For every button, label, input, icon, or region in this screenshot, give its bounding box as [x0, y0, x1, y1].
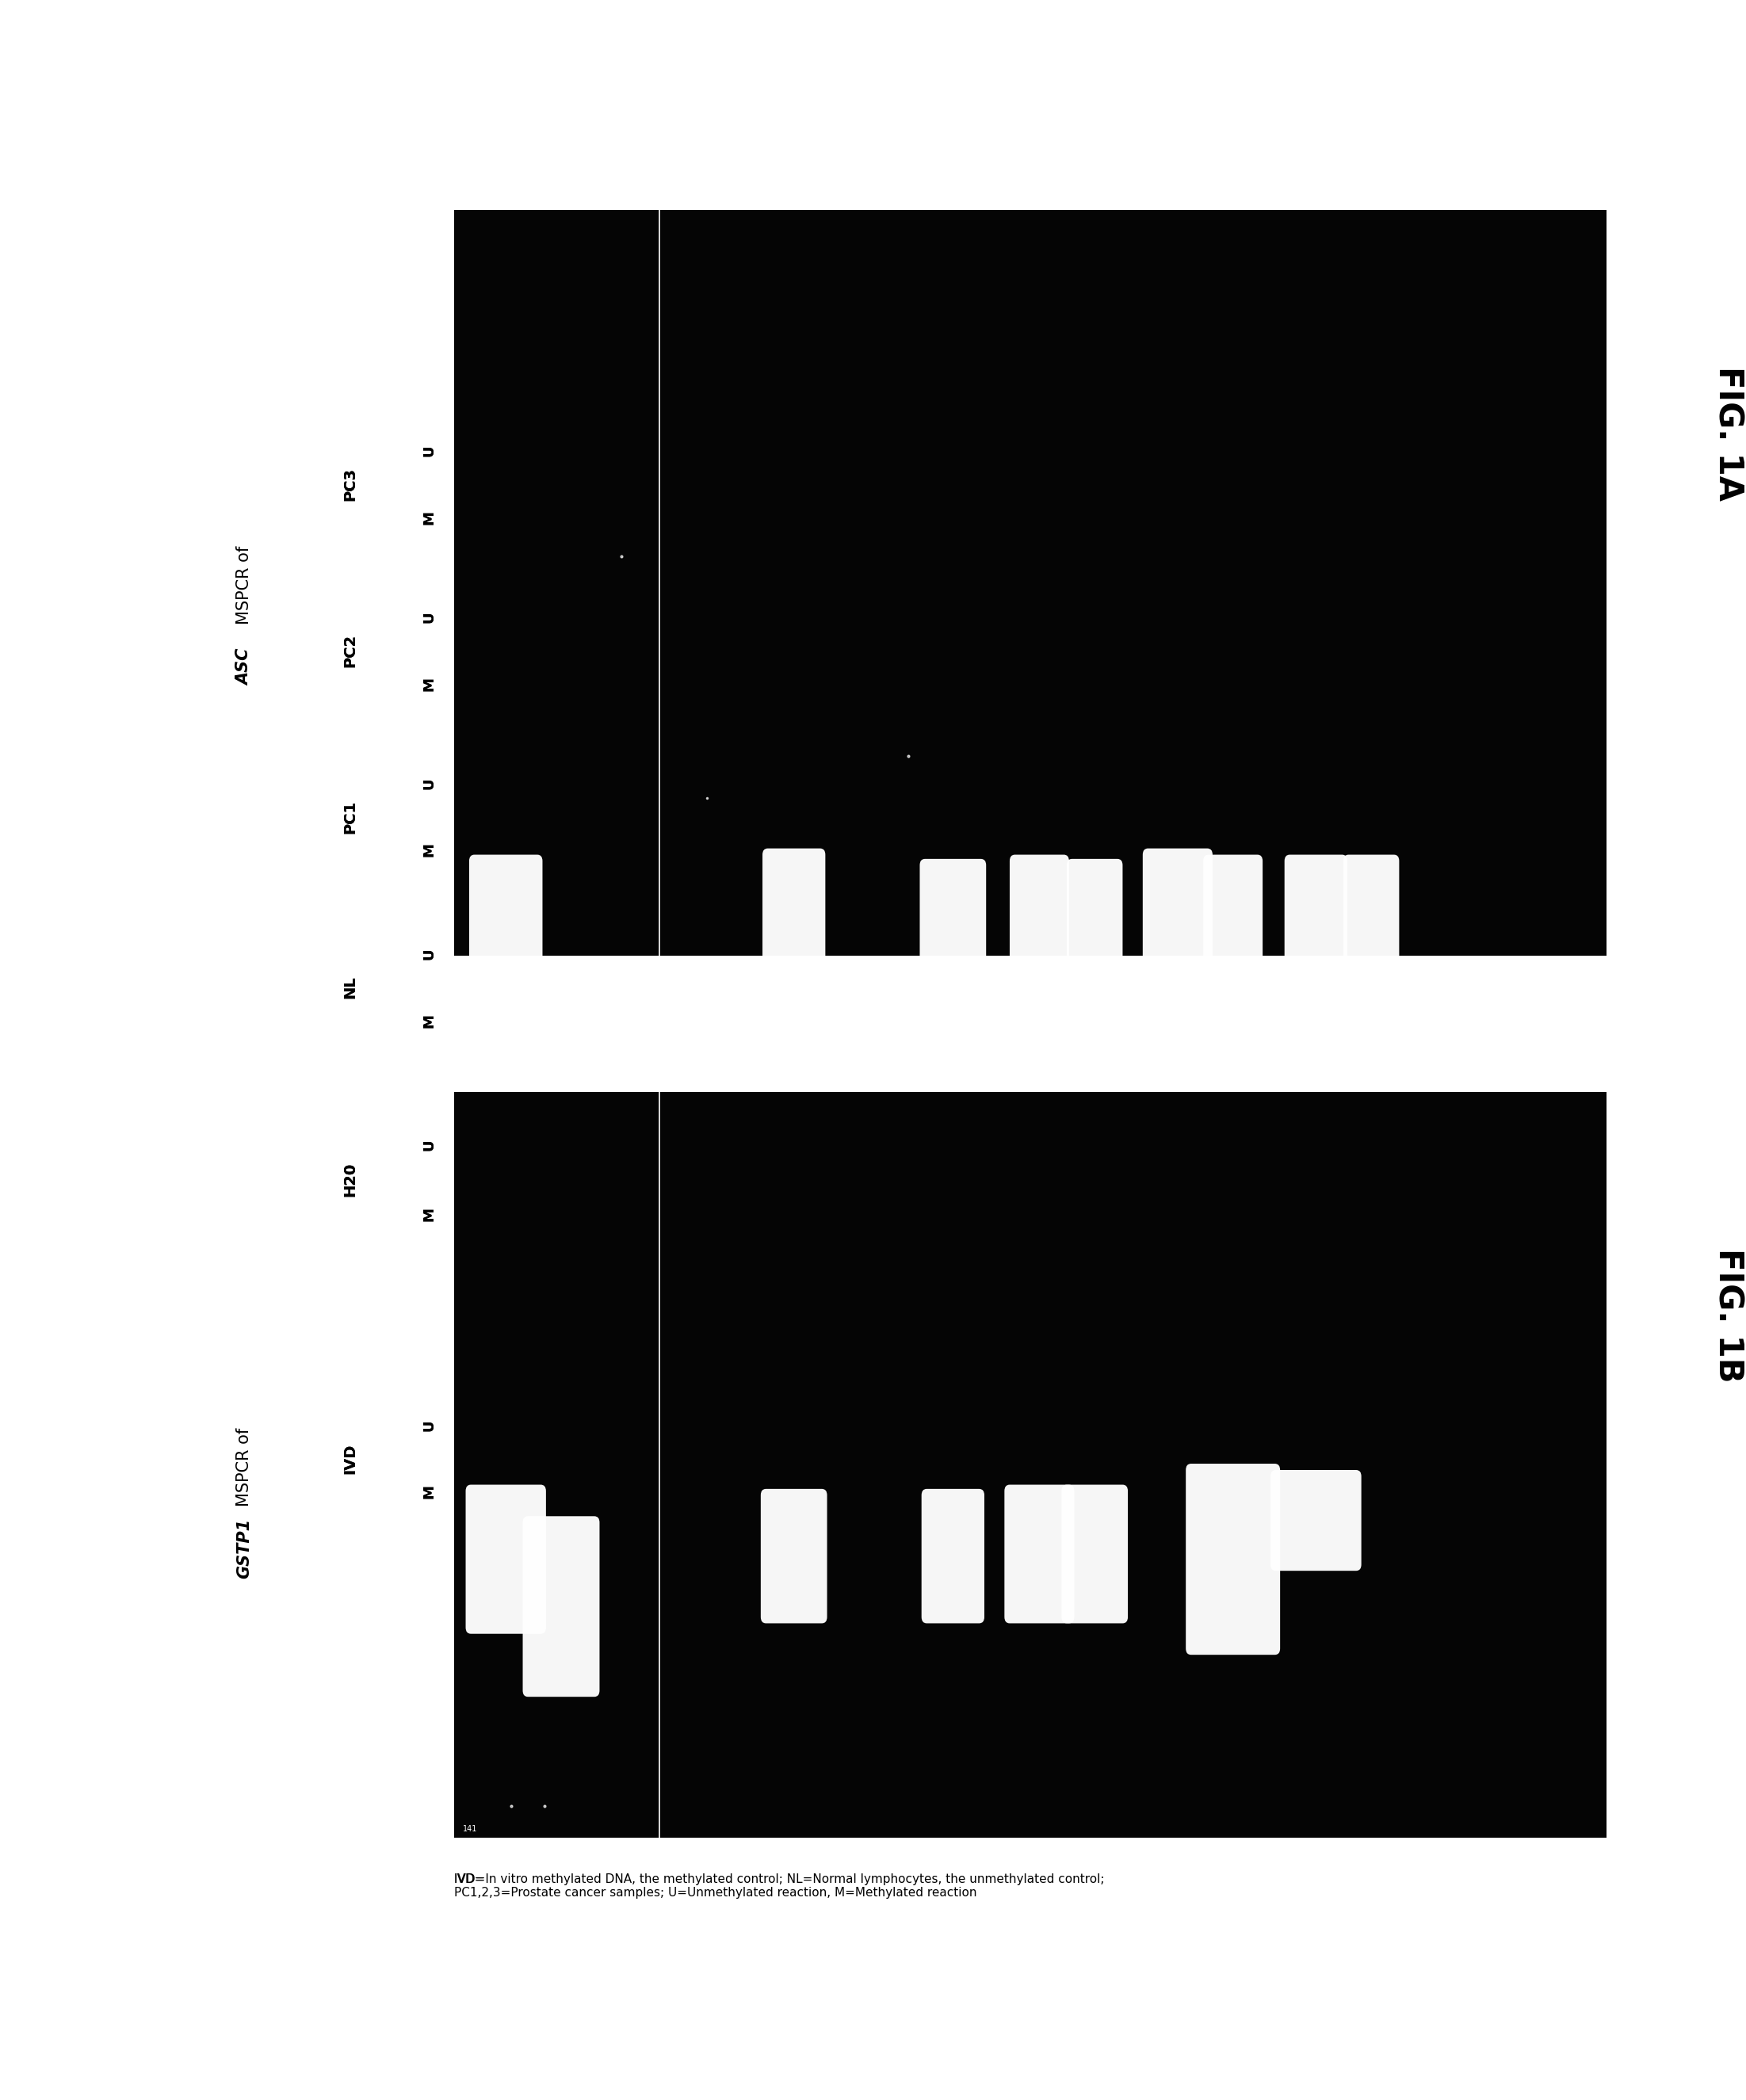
Text: U: U [423, 1420, 436, 1430]
Text: M: M [423, 1208, 436, 1222]
Text: PC3: PC3 [342, 468, 358, 500]
FancyBboxPatch shape [1203, 855, 1262, 983]
FancyBboxPatch shape [522, 1516, 599, 1697]
Text: M: M [423, 1014, 436, 1027]
FancyBboxPatch shape [454, 1092, 1606, 1838]
Text: M: M [423, 842, 436, 857]
Text: FIG. 1A: FIG. 1A [1711, 365, 1746, 502]
Text: M: M [423, 842, 436, 857]
FancyBboxPatch shape [1009, 855, 1069, 983]
Text: U: U [423, 947, 436, 960]
Text: IVD: IVD [342, 1443, 358, 1474]
FancyBboxPatch shape [920, 859, 986, 1004]
Text: M: M [423, 1485, 436, 1499]
FancyBboxPatch shape [1004, 1485, 1074, 1623]
FancyBboxPatch shape [763, 848, 826, 983]
Text: PC1: PC1 [342, 800, 358, 834]
FancyBboxPatch shape [470, 855, 543, 1014]
Text: ASC: ASC [236, 649, 253, 685]
FancyBboxPatch shape [1062, 1485, 1128, 1623]
FancyBboxPatch shape [922, 1489, 985, 1623]
Text: M: M [423, 510, 436, 525]
Text: IVD: IVD [342, 1443, 358, 1474]
Text: PC3: PC3 [342, 468, 358, 500]
FancyBboxPatch shape [1142, 848, 1212, 1019]
Text: MSPCR of: MSPCR of [236, 542, 253, 624]
Text: PC2: PC2 [342, 634, 358, 668]
Text: U: U [423, 445, 436, 456]
Text: M: M [423, 1485, 436, 1499]
Text: U: U [423, 445, 436, 456]
Text: U: U [423, 611, 436, 624]
Text: M: M [423, 1014, 436, 1027]
FancyBboxPatch shape [466, 1485, 546, 1634]
FancyBboxPatch shape [1271, 1470, 1362, 1571]
FancyBboxPatch shape [761, 1489, 828, 1623]
Text: M: M [423, 676, 436, 691]
FancyBboxPatch shape [1285, 855, 1348, 1004]
Text: U: U [423, 1140, 436, 1151]
FancyBboxPatch shape [1343, 855, 1399, 983]
Text: H20: H20 [342, 1163, 358, 1197]
Text: IVD=In vitro methylated DNA, the methylated control; NL=Normal lymphocytes, the : IVD=In vitro methylated DNA, the methyla… [454, 1873, 1103, 1898]
Text: U: U [423, 947, 436, 960]
Text: M: M [423, 510, 436, 525]
Text: M: M [423, 676, 436, 691]
Text: FIG. 1B: FIG. 1B [1711, 1250, 1746, 1382]
FancyBboxPatch shape [1186, 1464, 1280, 1655]
Text: PC2: PC2 [342, 634, 358, 668]
Text: 141: 141 [463, 1825, 477, 1833]
FancyBboxPatch shape [1067, 859, 1123, 976]
Text: PC1: PC1 [342, 800, 358, 834]
Text: U: U [423, 1420, 436, 1430]
FancyBboxPatch shape [454, 210, 1606, 956]
Text: GSTP1: GSTP1 [236, 1518, 253, 1579]
Text: H20: H20 [342, 1163, 358, 1197]
Text: NL: NL [342, 976, 358, 997]
Text: U: U [423, 1140, 436, 1151]
Text: NL: NL [342, 976, 358, 997]
Text: M: M [423, 1208, 436, 1222]
Text: U: U [423, 777, 436, 790]
Text: IVD=: IVD= [454, 1873, 485, 1886]
Text: MSPCR of: MSPCR of [236, 1424, 253, 1506]
Text: U: U [423, 777, 436, 790]
Text: U: U [423, 611, 436, 624]
